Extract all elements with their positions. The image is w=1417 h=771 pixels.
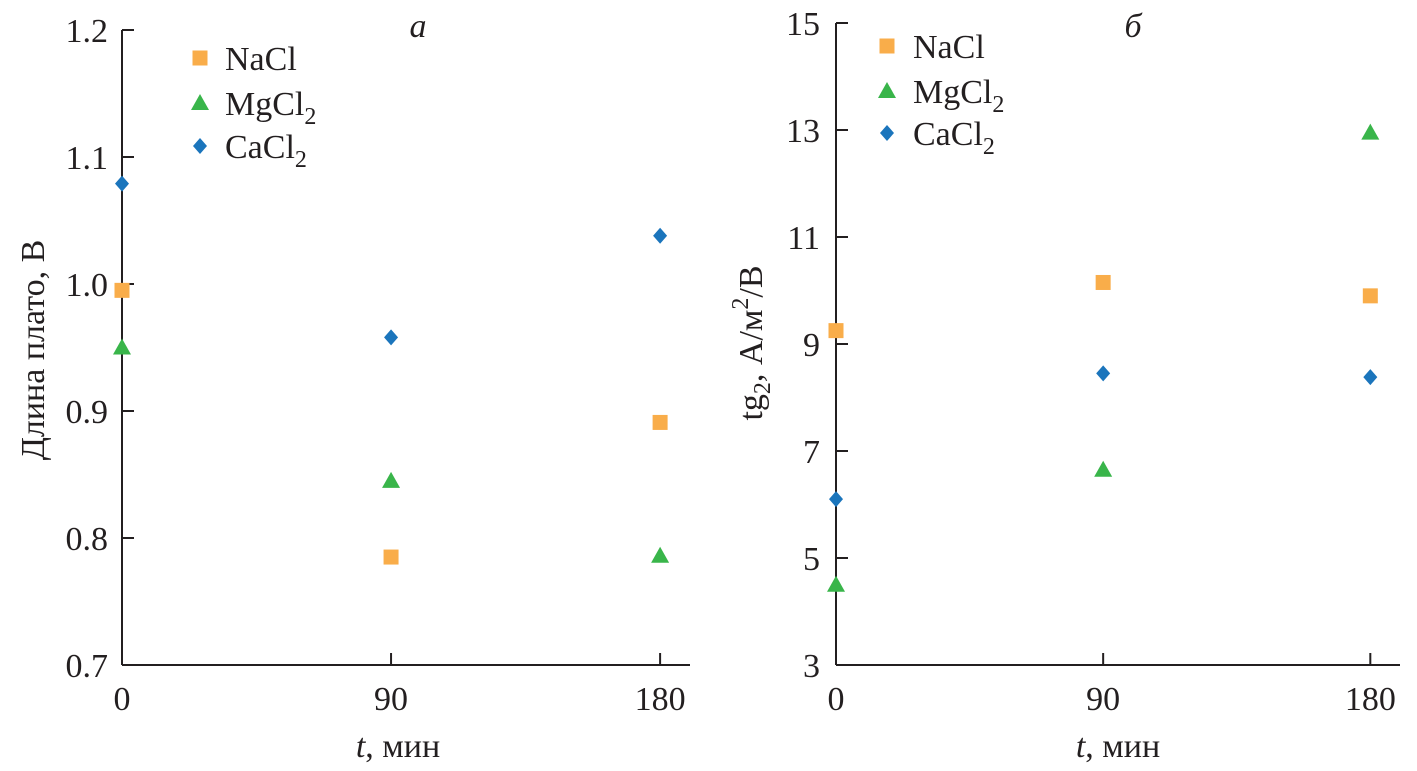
series-cacl2 [829,365,1378,508]
y-tick-label: 0.7 [66,648,109,685]
y-axis-title-part: tg [733,394,770,420]
y-axis-title-part: , А/м [733,310,770,383]
legend-marker [879,38,895,54]
data-point [1094,460,1113,477]
data-point [384,329,399,346]
x-axis-title-unit: , мин [1085,728,1160,765]
data-point [1361,123,1380,140]
x-axis-title-unit: , мин [365,728,440,765]
y-tick-label: 1.1 [66,140,109,177]
legend-marker [192,50,208,66]
legend-marker [191,94,209,110]
x-axis-title-variable: t [356,728,367,765]
y-tick-label: 9 [803,327,820,364]
y-tick-label: 1.2 [66,13,109,50]
panel-a: 0.7 0.8 0.9 1.0 1.1 1.2 0 90 180 а t, мин Длина пла… [15,8,690,765]
series-mgcl2 [113,338,670,563]
data-point [1096,365,1111,382]
x-tick-label: 0 [828,681,845,718]
legend-label-text: CaCl [225,129,295,166]
y-tick-label: 13 [786,113,820,150]
legend-marker [880,125,894,141]
data-point [1363,369,1378,386]
x-axis-title-variable: t [1076,728,1087,765]
y-tick-label: 15 [786,6,820,43]
data-point [115,175,129,192]
y-tick-label: 0.8 [66,521,109,558]
data-point [652,414,668,430]
series-mgcl2 [827,123,1380,592]
legend-label-text: CaCl [913,116,983,153]
y-tick-label: 5 [803,541,820,578]
data-point [1362,288,1378,304]
legend-label: MgCl2 [225,86,316,130]
legend-label: NaCl [225,41,297,78]
legend-label-subscript: 2 [983,134,995,160]
y-tick-label: 3 [803,648,820,685]
legend-label-text: MgCl [225,86,304,123]
x-axis-title: t, мин [1076,728,1160,765]
y-axis-title: Длина плато, В [15,240,52,461]
y-tick-label: 7 [803,434,820,471]
y-tick-label: 0.9 [66,394,109,431]
x-axis-title: t, мин [356,728,440,765]
x-tick-label: 180 [635,681,686,718]
series-nacl [114,282,668,565]
legend-label: MgCl2 [913,74,1004,118]
legend-label-text: MgCl [913,74,992,111]
data-point [829,491,843,508]
legend-marker [193,138,207,154]
data-point [114,282,130,298]
series-cacl2 [115,175,668,346]
y-tick-label: 11 [787,220,820,257]
y-axis-title-part: /В [733,265,770,297]
x-tick-label: 180 [1345,681,1396,718]
series-nacl [828,274,1378,339]
legend-label-text: NaCl [913,29,985,66]
y-axis-title-superscript: 2 [728,298,754,310]
y-axis-title: tg2, А/м2/В [728,265,776,420]
data-point [828,323,844,339]
y-tick-label: 1.0 [66,267,109,304]
panel-label: б [1124,8,1143,45]
data-point [1095,274,1111,290]
legend-label-subscript: 2 [992,92,1004,118]
legend-label-subscript: 2 [304,104,316,130]
legend-label-subscript: 2 [295,147,307,173]
data-point [113,338,131,355]
data-point [382,471,401,488]
x-tick-label: 90 [374,681,408,718]
x-tick-label: 0 [114,681,131,718]
data-point [653,227,668,244]
data-point [827,575,845,592]
legend-label-text: NaCl [225,41,297,78]
y-axis-title-subscript: 2 [750,382,776,394]
data-point [651,546,670,563]
legend-marker [878,82,896,98]
legend-label: NaCl [913,29,985,66]
legend-label: CaCl2 [225,129,307,173]
legend-label: CaCl2 [913,116,995,160]
panel-label: а [410,8,427,45]
data-point [383,549,399,565]
x-tick-label: 90 [1086,681,1120,718]
